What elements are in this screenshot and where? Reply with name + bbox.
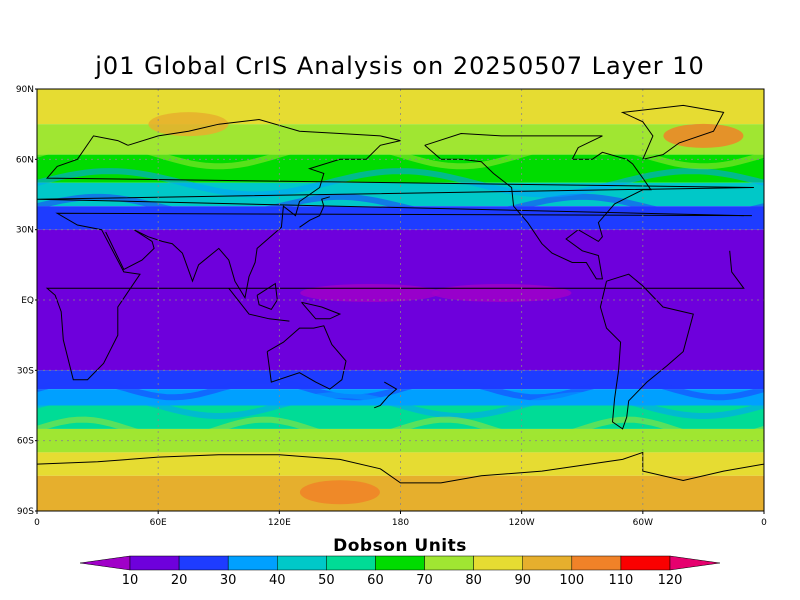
graticule: [37, 89, 764, 511]
lat-label: 90N: [16, 85, 34, 95]
colorbar-swatch: [129, 555, 180, 571]
coastline: [105, 140, 401, 300]
ozone-band: [37, 452, 764, 476]
lon-label: 0: [34, 518, 40, 528]
ozone-contour: [37, 168, 764, 198]
coastline: [301, 301, 342, 320]
colorbar-swatch: [326, 555, 376, 571]
colorbar-swatch: [620, 555, 671, 571]
coastline: [256, 282, 278, 311]
coastline: [45, 212, 752, 381]
colorbar-swatch: [277, 555, 327, 571]
lat-label: 30N: [16, 226, 34, 236]
lon-label: 60W: [633, 518, 653, 528]
lat-labels: 90N 60N 30N EQ 30S 60S 90S: [16, 85, 37, 517]
colorbar-min-arrow: [79, 555, 131, 571]
coastline: [620, 104, 725, 160]
colorbar-swatch: [227, 555, 278, 571]
lat-label: 60N: [16, 155, 34, 165]
coastline: [266, 325, 347, 390]
colorbar-tick-label: 40: [269, 573, 286, 588]
colorbar-tick-label: 80: [465, 573, 482, 588]
coastline: [228, 287, 290, 322]
colorbar-tick-label: 90: [514, 573, 531, 588]
colorbar-tick-label: 110: [608, 573, 633, 588]
colorbar-swatch: [424, 555, 474, 571]
colorbar-max-arrow: [669, 555, 721, 571]
lat-label: 30S: [17, 366, 34, 376]
colorbar-tick-label: 20: [171, 573, 188, 588]
chart-title: j01 Global CrIS Analysis on 20250507 Lay…: [95, 52, 705, 80]
ozone-anomaly: [299, 480, 380, 505]
coastline: [37, 135, 754, 217]
colorbar-swatch: [522, 555, 573, 571]
ozone-band: [37, 428, 764, 453]
lon-label: 0: [761, 518, 767, 528]
colorbar-tick-label: 70: [416, 573, 433, 588]
ozone-contour: [37, 140, 764, 170]
colorbar-tick-label: 10: [122, 573, 139, 588]
colorbar-tick-label: 100: [559, 573, 584, 588]
coastline: [374, 381, 398, 409]
ozone-contour: [37, 193, 764, 219]
lon-label: 180: [392, 518, 409, 528]
colorbar-swatch: [178, 555, 229, 571]
coastline: [299, 196, 330, 228]
lon-label: 120W: [509, 518, 535, 528]
lat-label: 90S: [17, 507, 34, 517]
ozone-contour: [37, 392, 764, 419]
lon-label: 60E: [150, 518, 167, 528]
colorbar-swatch: [375, 555, 425, 571]
lat-label: EQ: [21, 296, 34, 306]
colorbar-tick-label: 50: [318, 573, 335, 588]
colorbar-tick-label: 30: [220, 573, 237, 588]
colorbar-tick-label: 60: [367, 573, 384, 588]
ozone-anomaly: [663, 123, 744, 148]
colorbar-swatch: [571, 555, 622, 571]
coastline: [37, 451, 764, 484]
colorbar-title: Dobson Units: [333, 536, 467, 556]
colorbar-tick-label: 120: [658, 573, 683, 588]
colorbar-swatch: [473, 555, 523, 571]
coastline: [127, 118, 401, 146]
ozone-band: [37, 475, 764, 511]
ozone-anomaly: [431, 283, 572, 302]
ozone-band: [37, 370, 764, 390]
ozone-anomaly: [148, 112, 229, 137]
lat-label: 60S: [17, 437, 34, 447]
lon-labels: 0 60E 120E 180 120W 60W 0: [34, 511, 767, 528]
lon-label: 120E: [268, 518, 291, 528]
coastlines: [37, 104, 764, 484]
ozone-band: [37, 89, 764, 125]
coastline: [599, 273, 694, 430]
colorbar: 10 20 30 40 50 60 70 80 90 100 110 120: [79, 555, 721, 588]
ozone-band: [37, 405, 764, 429]
ozone-anomaly: [300, 283, 441, 302]
